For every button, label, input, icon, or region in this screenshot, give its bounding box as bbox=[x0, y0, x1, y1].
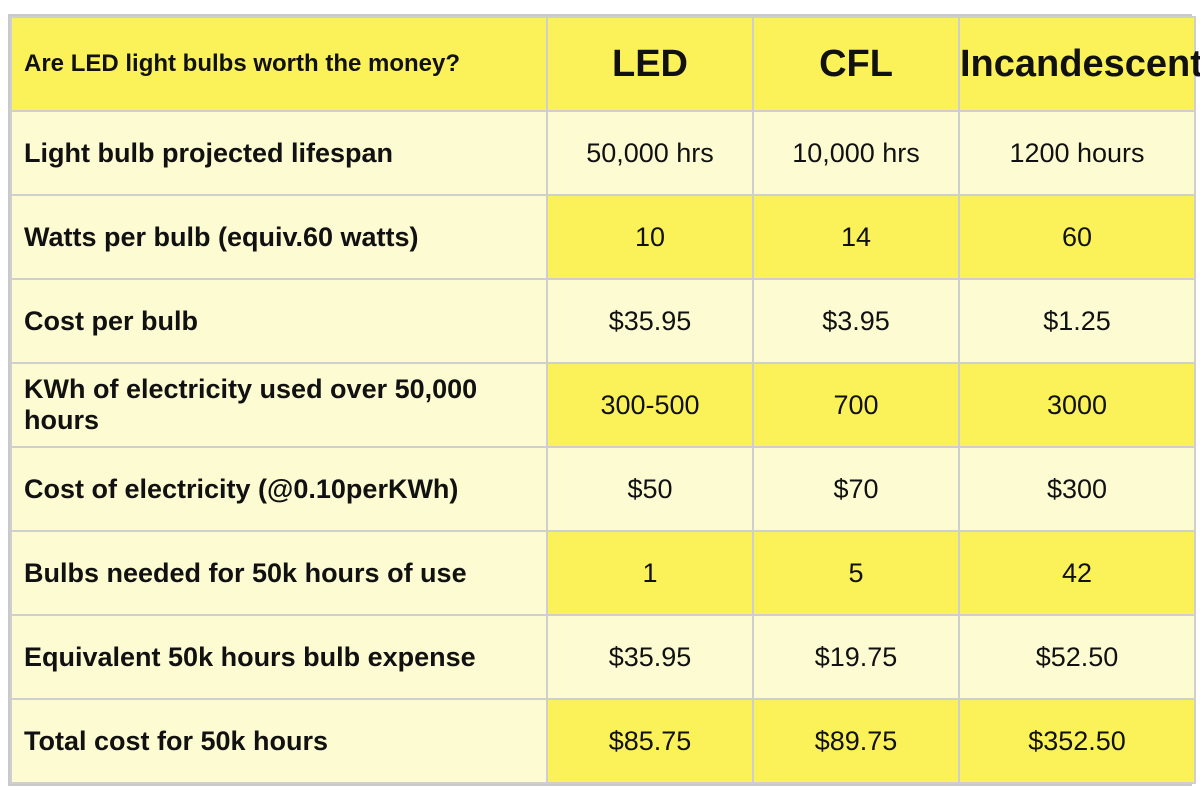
cell-incandescent: $300 bbox=[958, 446, 1196, 532]
table-row: Cost of electricity (@0.10perKWh) $50 $7… bbox=[10, 446, 1196, 532]
cell-led: 1 bbox=[546, 530, 754, 616]
row-label: KWh of electricity used over 50,000 hour… bbox=[10, 362, 548, 448]
table-row: KWh of electricity used over 50,000 hour… bbox=[10, 362, 1196, 448]
cell-incandescent: 3000 bbox=[958, 362, 1196, 448]
cell-incandescent: $352.50 bbox=[958, 698, 1196, 784]
cell-incandescent: 42 bbox=[958, 530, 1196, 616]
column-header-led: LED bbox=[546, 16, 754, 112]
row-label: Cost per bulb bbox=[10, 278, 548, 364]
cell-cfl: 10,000 hrs bbox=[752, 110, 960, 196]
cell-incandescent: 60 bbox=[958, 194, 1196, 280]
cell-led: 10 bbox=[546, 194, 754, 280]
cell-led: $50 bbox=[546, 446, 754, 532]
cell-cfl: $19.75 bbox=[752, 614, 960, 700]
cell-cfl: $3.95 bbox=[752, 278, 960, 364]
row-label: Cost of electricity (@0.10perKWh) bbox=[10, 446, 548, 532]
led-comparison-table: Are LED light bulbs worth the money? LED… bbox=[10, 16, 1200, 784]
table-row: Equivalent 50k hours bulb expense $35.95… bbox=[10, 614, 1196, 700]
cell-led: $35.95 bbox=[546, 614, 754, 700]
column-header-incandescent: Incandescent bbox=[958, 16, 1200, 112]
cell-led: 50,000 hrs bbox=[546, 110, 754, 196]
cell-incandescent: $1.25 bbox=[958, 278, 1196, 364]
row-label: Equivalent 50k hours bulb expense bbox=[10, 614, 548, 700]
cell-led: $85.75 bbox=[546, 698, 754, 784]
row-label: Light bulb projected lifespan bbox=[10, 110, 548, 196]
cell-cfl: 14 bbox=[752, 194, 960, 280]
table-header-row: Are LED light bulbs worth the money? LED… bbox=[10, 16, 1200, 112]
table-row: Watts per bulb (equiv.60 watts) 10 14 60 bbox=[10, 194, 1196, 280]
table-row: Total cost for 50k hours $85.75 $89.75 $… bbox=[10, 698, 1196, 784]
row-label: Bulbs needed for 50k hours of use bbox=[10, 530, 548, 616]
table-question-heading: Are LED light bulbs worth the money? bbox=[10, 16, 548, 112]
table-row: Cost per bulb $35.95 $3.95 $1.25 bbox=[10, 278, 1196, 364]
cell-cfl: $70 bbox=[752, 446, 960, 532]
row-label: Watts per bulb (equiv.60 watts) bbox=[10, 194, 548, 280]
cell-incandescent: 1200 hours bbox=[958, 110, 1196, 196]
column-header-cfl: CFL bbox=[752, 16, 960, 112]
cell-led: 300-500 bbox=[546, 362, 754, 448]
comparison-table-container: Are LED light bulbs worth the money? LED… bbox=[8, 14, 1200, 786]
cell-cfl: 5 bbox=[752, 530, 960, 616]
table-row: Light bulb projected lifespan 50,000 hrs… bbox=[10, 110, 1196, 196]
cell-led: $35.95 bbox=[546, 278, 754, 364]
cell-cfl: 700 bbox=[752, 362, 960, 448]
cell-incandescent: $52.50 bbox=[958, 614, 1196, 700]
cell-cfl: $89.75 bbox=[752, 698, 960, 784]
row-label: Total cost for 50k hours bbox=[10, 698, 548, 784]
table-row: Bulbs needed for 50k hours of use 1 5 42 bbox=[10, 530, 1196, 616]
